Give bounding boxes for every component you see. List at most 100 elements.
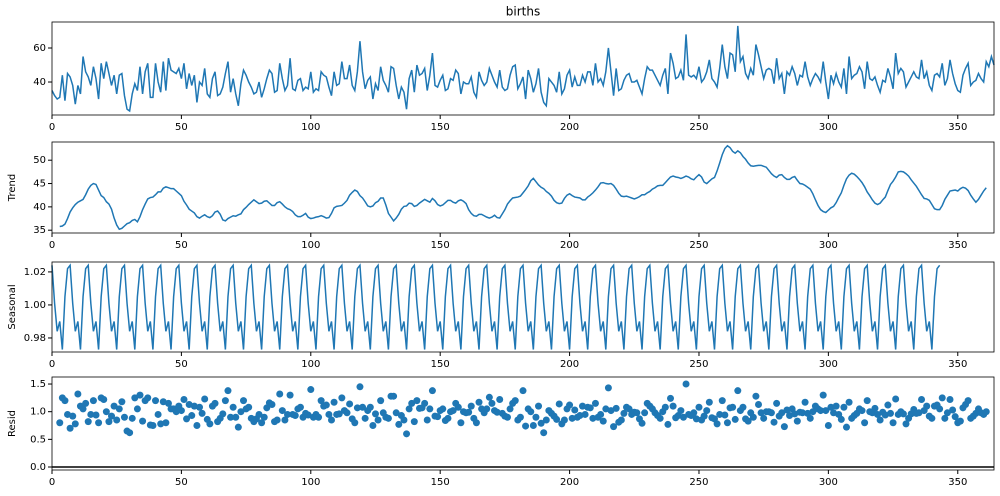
x-tick-label: 300 — [819, 122, 838, 133]
x-tick-label: 50 — [175, 359, 188, 370]
point — [892, 395, 900, 403]
line — [51, 25, 995, 113]
point — [532, 413, 540, 421]
y-tick-label: 1.5 — [30, 379, 46, 390]
point — [102, 408, 110, 416]
point — [183, 415, 191, 423]
x-tick-label: 350 — [948, 240, 967, 251]
line — [51, 263, 941, 350]
point — [586, 404, 594, 412]
point — [638, 419, 646, 427]
point — [351, 419, 359, 427]
point — [369, 422, 377, 430]
point — [496, 396, 504, 404]
y-axis-label: Trend — [7, 174, 18, 202]
y-tick-label: 35 — [33, 225, 46, 236]
point — [291, 412, 299, 420]
point — [884, 401, 892, 409]
point — [845, 398, 853, 406]
point — [923, 402, 931, 410]
x-tick-label: 200 — [560, 240, 579, 251]
point — [79, 405, 87, 413]
point — [219, 410, 227, 418]
point — [87, 410, 95, 418]
point — [488, 399, 496, 407]
point — [180, 396, 188, 404]
x-tick-label: 350 — [948, 359, 967, 370]
y-tick-label: 1.00 — [24, 300, 46, 311]
axes-frame — [51, 141, 995, 234]
point — [861, 419, 869, 427]
x-tick-label: 100 — [301, 477, 320, 488]
x-tick-label: 100 — [301, 122, 320, 133]
point — [317, 397, 325, 405]
point — [188, 412, 196, 420]
point — [599, 417, 607, 425]
x-tick-label: 200 — [560, 359, 579, 370]
point — [403, 430, 411, 438]
x-tick-label: 250 — [689, 359, 708, 370]
point — [276, 390, 284, 398]
point — [752, 392, 760, 400]
point — [281, 416, 289, 424]
point — [661, 403, 669, 411]
point — [483, 405, 491, 413]
point — [128, 414, 136, 422]
point — [620, 409, 628, 417]
point — [943, 409, 951, 417]
point — [964, 397, 972, 405]
point — [876, 416, 884, 424]
point — [519, 387, 527, 395]
point — [327, 416, 335, 424]
point — [755, 400, 762, 408]
point — [734, 387, 742, 395]
point — [237, 408, 245, 416]
point — [444, 414, 452, 422]
point — [113, 416, 121, 424]
point — [392, 409, 400, 417]
point — [718, 397, 726, 405]
point — [410, 418, 418, 426]
point — [824, 422, 832, 430]
point — [71, 420, 79, 428]
point — [69, 412, 77, 420]
x-tick-label: 150 — [431, 122, 450, 133]
point — [211, 399, 219, 407]
point — [705, 398, 713, 406]
point — [144, 394, 152, 402]
x-tick-label: 50 — [175, 477, 188, 488]
point — [162, 419, 170, 427]
point — [89, 397, 97, 405]
point — [472, 419, 480, 427]
point — [529, 422, 537, 430]
point — [400, 416, 408, 424]
x-tick-label: 150 — [431, 359, 450, 370]
point — [221, 397, 229, 405]
point — [278, 407, 286, 415]
x-tick-label: 100 — [301, 240, 320, 251]
point — [858, 407, 866, 415]
point — [729, 403, 737, 411]
x-tick-label: 50 — [175, 240, 188, 251]
point — [268, 400, 276, 408]
point — [918, 396, 926, 404]
point — [193, 422, 201, 430]
point — [229, 403, 237, 411]
point — [700, 412, 708, 420]
x-tick-label: 0 — [49, 240, 55, 251]
point — [467, 402, 475, 410]
point — [553, 415, 561, 423]
point — [198, 409, 206, 417]
point — [118, 398, 126, 406]
point — [421, 399, 429, 407]
point — [982, 408, 990, 416]
point — [617, 416, 625, 424]
point — [667, 394, 675, 402]
point — [641, 409, 649, 417]
point — [273, 416, 281, 424]
x-tick-label: 250 — [689, 122, 708, 133]
x-tick-label: 50 — [175, 122, 188, 133]
x-tick-label: 300 — [819, 240, 838, 251]
point — [428, 387, 436, 395]
chart-title: births — [506, 5, 540, 19]
